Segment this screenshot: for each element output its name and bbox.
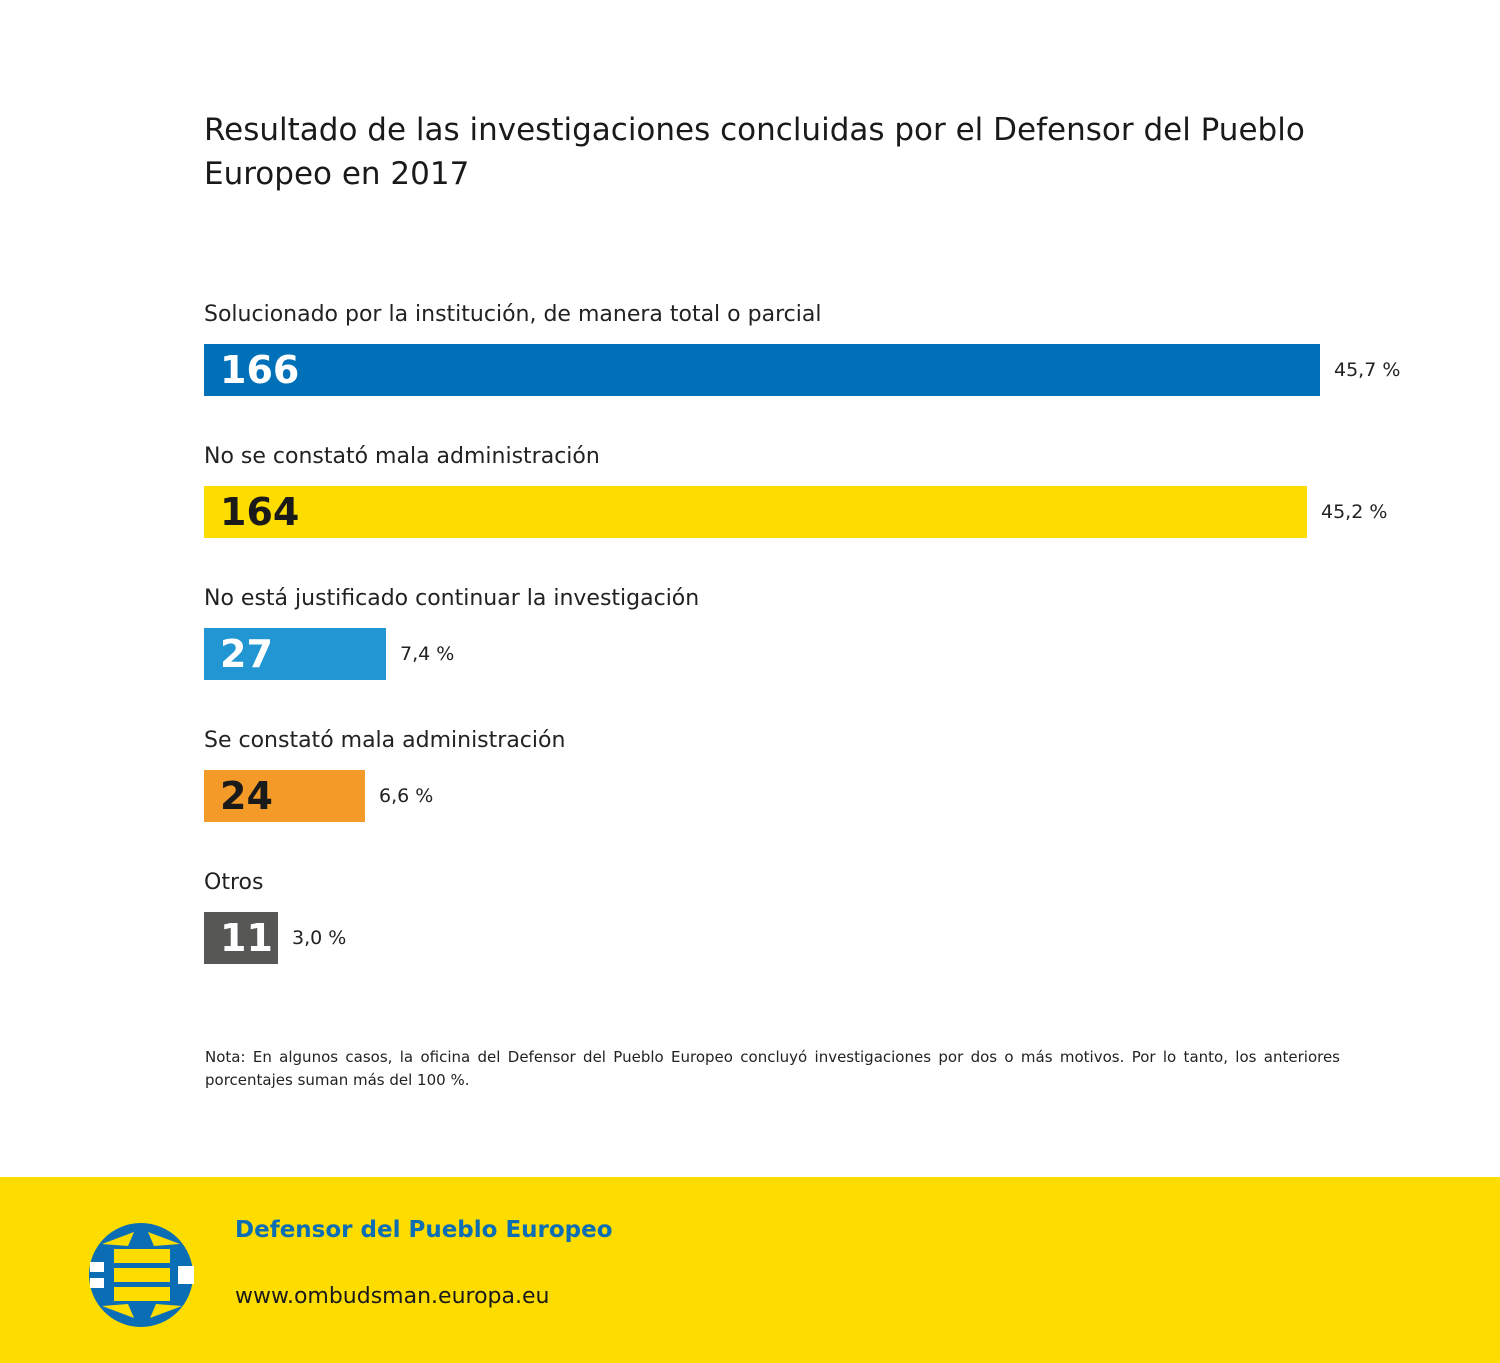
bar-value-label: 164 xyxy=(220,490,300,534)
bar: 24 xyxy=(204,770,365,822)
chart-title: Resultado de las investigaciones conclui… xyxy=(204,112,1305,192)
bar: 164 xyxy=(204,486,1307,538)
percent-label: 45,2 % xyxy=(1321,501,1388,523)
footer-brand: Defensor del Pueblo Europeo xyxy=(235,1217,613,1243)
bar: 11 xyxy=(204,912,278,964)
percent-label: 6,6 % xyxy=(379,785,434,807)
footer: Defensor del Pueblo Europeo www.ombudsma… xyxy=(0,1177,1500,1363)
bar-value-label: 27 xyxy=(220,632,273,676)
category-label: Solucionado por la institución, de maner… xyxy=(204,302,822,327)
category-label: Otros xyxy=(204,870,264,895)
category-label: No se constató mala administración xyxy=(204,444,600,469)
category-label: Se constató mala administración xyxy=(204,728,566,753)
bar: 166 xyxy=(204,344,1320,396)
chart-note: Nota: En algunos casos, la oficina del D… xyxy=(205,1048,1340,1089)
footer-url[interactable]: www.ombudsman.europa.eu xyxy=(235,1284,550,1309)
category-label: No está justificado continuar la investi… xyxy=(204,586,700,611)
bar-value-label: 11 xyxy=(220,916,273,960)
bar-value-label: 166 xyxy=(220,348,300,392)
bar-value-label: 24 xyxy=(220,774,273,818)
percent-label: 7,4 % xyxy=(400,643,455,665)
percent-label: 45,7 % xyxy=(1334,359,1401,381)
bar-chart: Solucionado por la institución, de maner… xyxy=(204,302,1401,964)
bar: 27 xyxy=(204,628,386,680)
european-ombudsman-logo-icon xyxy=(89,1223,194,1327)
percent-label: 3,0 % xyxy=(292,927,347,949)
